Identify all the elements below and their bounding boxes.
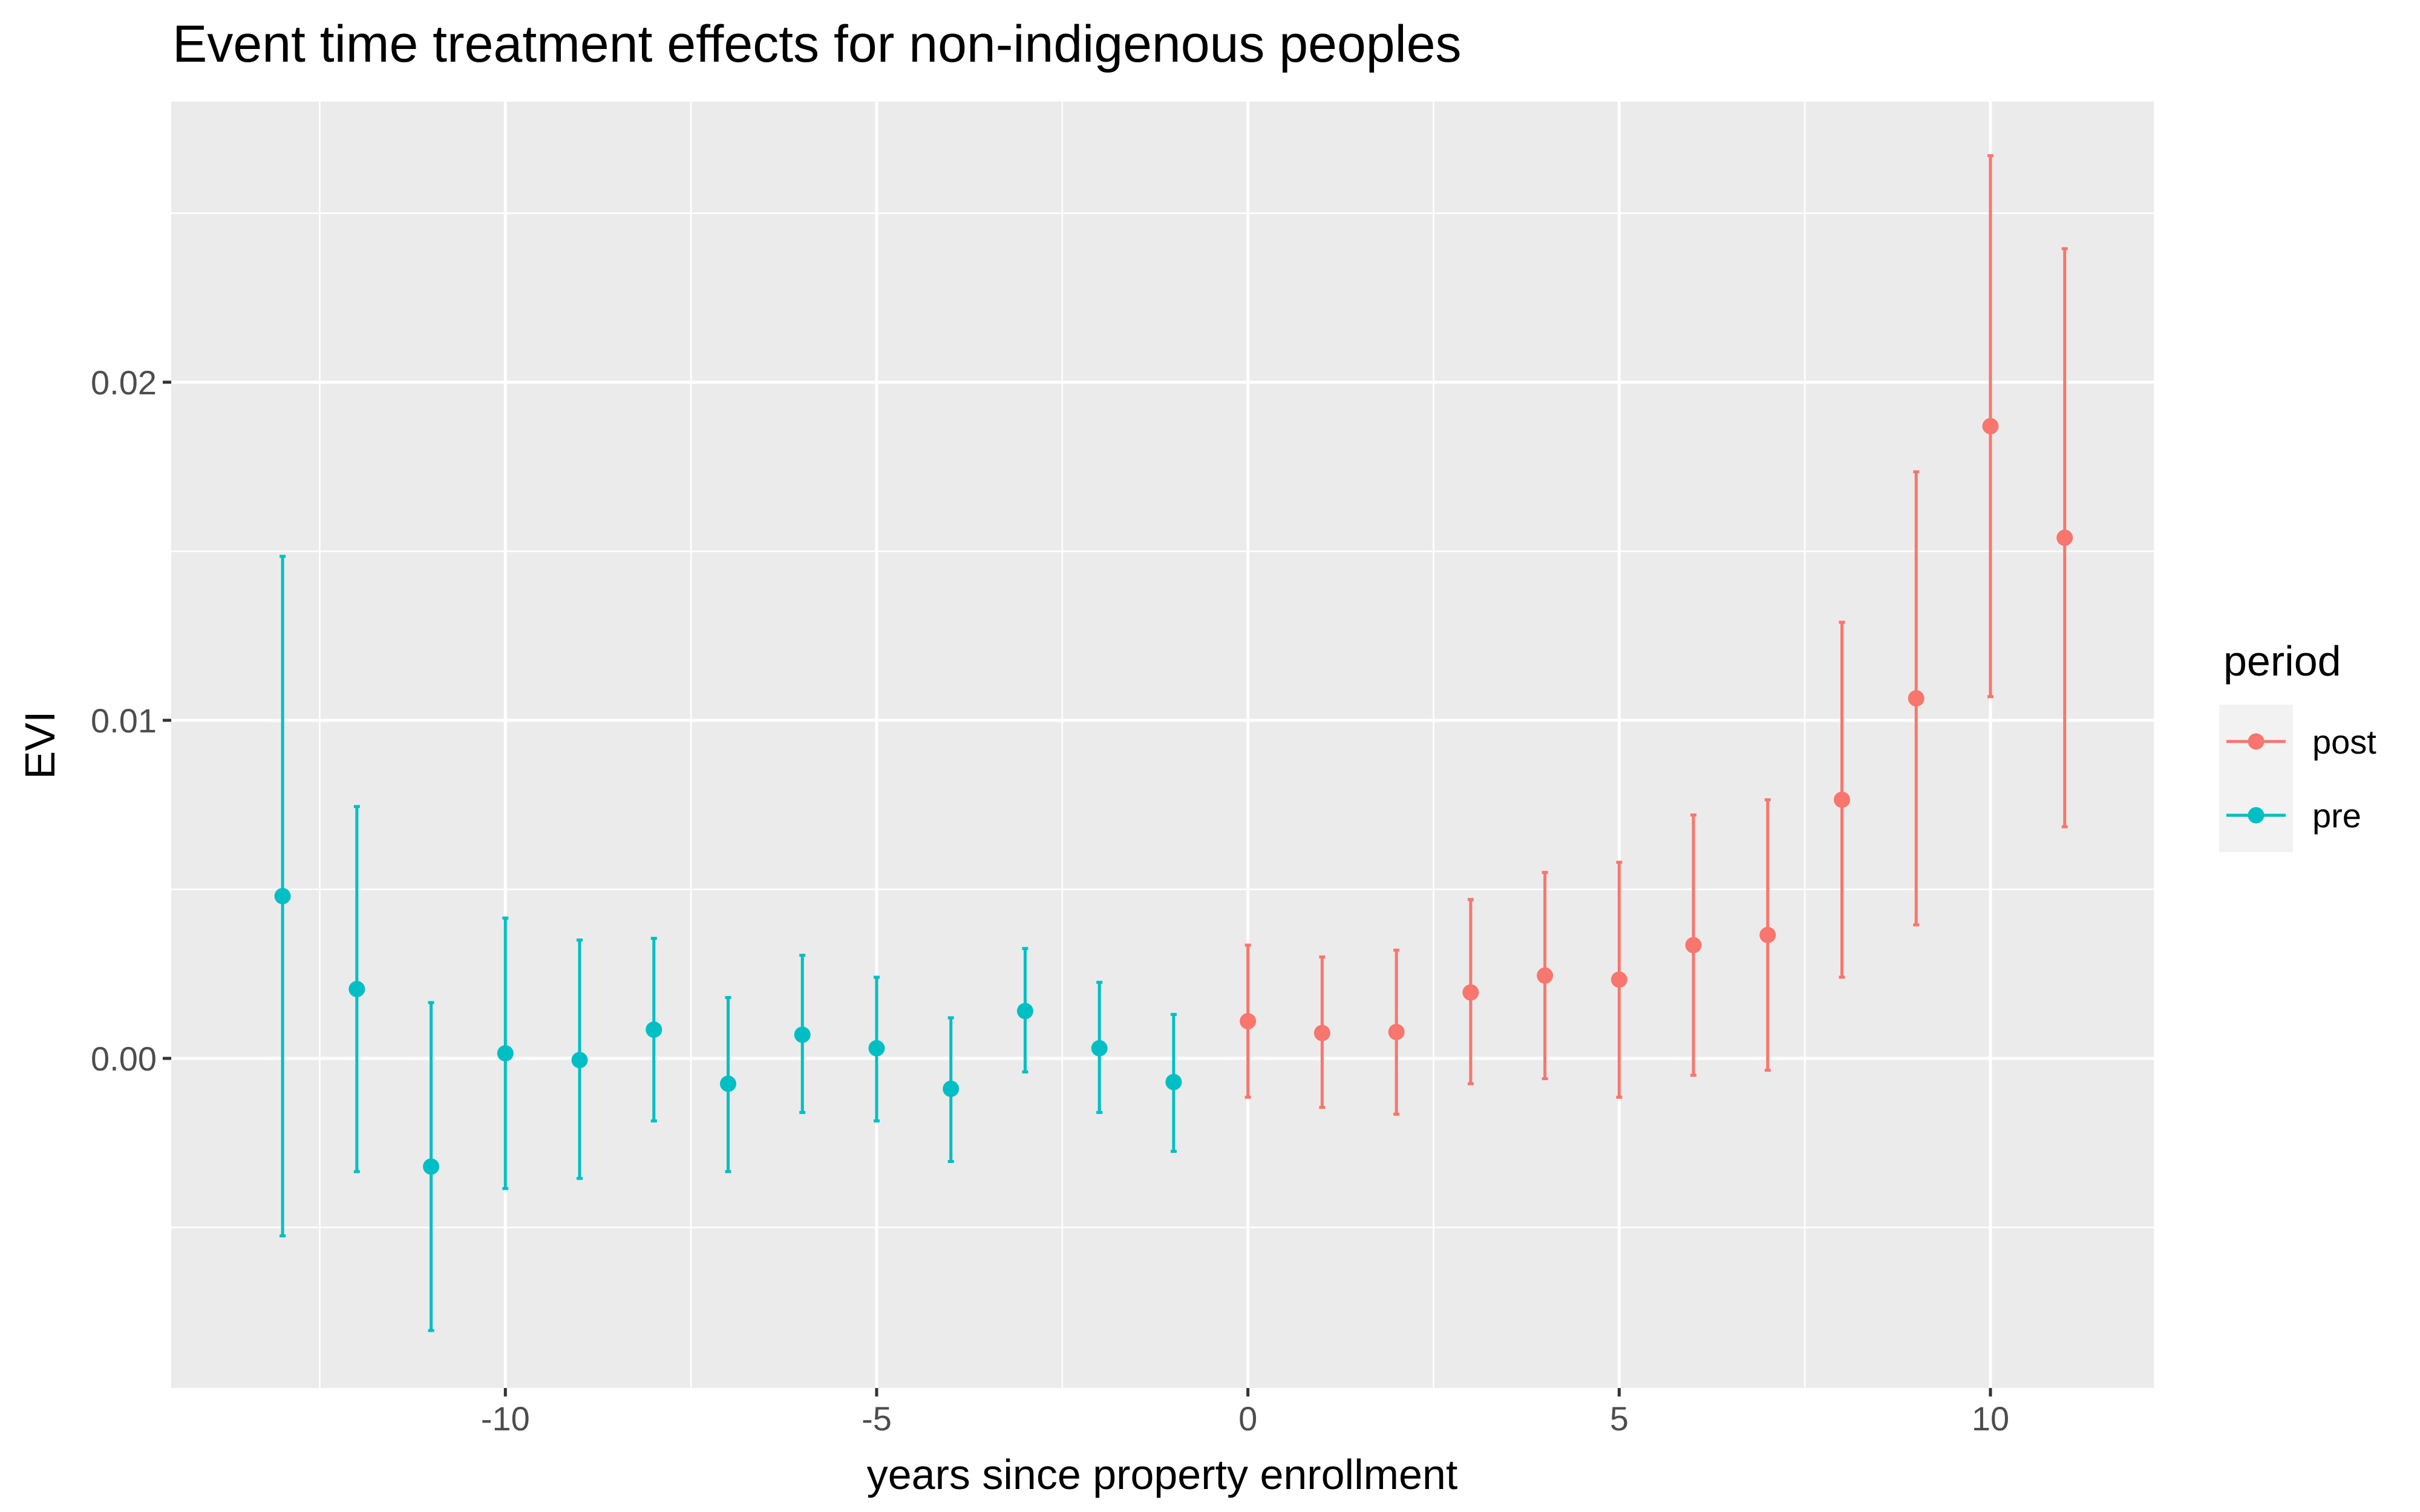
data-point: [794, 1026, 811, 1043]
y-tick-label: 0.01: [91, 702, 157, 740]
data-point: [1016, 1003, 1033, 1020]
x-tick-label: -5: [862, 1400, 892, 1438]
x-tick-label: -10: [481, 1400, 530, 1438]
legend-label: pre: [2312, 797, 2361, 835]
data-point: [1759, 927, 1776, 943]
data-point: [2056, 529, 2073, 546]
data-point: [423, 1158, 440, 1175]
y-axis: 0.00 0.01 0.02: [91, 363, 171, 1078]
data-point: [1091, 1040, 1108, 1057]
data-point: [720, 1075, 737, 1092]
data-point: [868, 1040, 885, 1057]
legend-key-point: [2248, 733, 2265, 750]
series-post: [1240, 154, 2073, 1116]
x-tick-label: 5: [1610, 1400, 1629, 1438]
x-tick-label: 0: [1238, 1400, 1257, 1438]
y-axis-title: EVI: [16, 711, 64, 780]
data-point: [1313, 1025, 1330, 1041]
y-tick-label: 0.02: [91, 363, 157, 402]
data-point: [1388, 1023, 1405, 1040]
data-point: [646, 1021, 662, 1038]
data-point: [1537, 967, 1554, 984]
data-point: [571, 1052, 588, 1069]
data-point: [943, 1080, 960, 1097]
y-tick-label: 0.00: [91, 1040, 157, 1078]
data-point: [1982, 418, 1999, 435]
data-point: [497, 1045, 514, 1062]
legend-key-point: [2248, 807, 2265, 824]
data-point: [274, 888, 291, 905]
data-point: [1611, 971, 1627, 988]
data-point: [1165, 1074, 1182, 1090]
x-tick-label: 10: [1972, 1400, 2009, 1438]
data-point: [1834, 791, 1851, 808]
x-axis-title: years since property enrollment: [867, 1451, 1458, 1498]
data-point: [348, 980, 365, 997]
series-pre: [274, 555, 1182, 1332]
legend: period post pre: [2219, 637, 2376, 852]
data-point: [1908, 690, 1925, 707]
minor-gridlines: [171, 102, 2154, 1388]
legend-label: post: [2312, 723, 2376, 761]
data-point: [1462, 984, 1479, 1001]
data-marks: [274, 154, 2073, 1332]
plot-panel: [171, 102, 2154, 1388]
chart-title: Event time treatment effects for non-ind…: [172, 15, 1462, 73]
x-axis: -10 -5 0 5 10: [481, 1388, 2009, 1438]
data-point: [1685, 937, 1702, 954]
legend-title: period: [2223, 637, 2341, 685]
data-point: [1240, 1012, 1257, 1029]
